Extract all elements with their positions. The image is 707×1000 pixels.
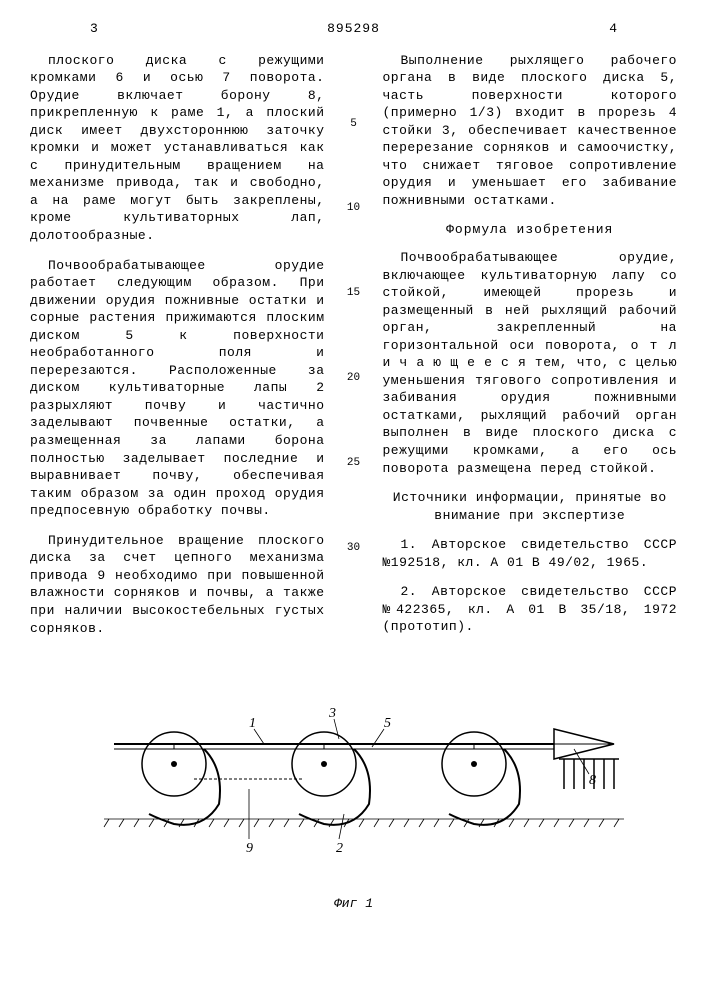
- document-number: 895298: [327, 21, 380, 36]
- reference-2: 2. Авторское свидетельство СССР №422365,…: [383, 583, 678, 636]
- figure-1: 1 3 5 9 2 8 Фиг 1: [30, 689, 677, 913]
- figure-label: Фиг 1: [30, 895, 677, 913]
- right-paragraph-1: Выполнение рыхлящего рабочего органа в в…: [383, 52, 678, 210]
- callout-8: 8: [589, 773, 596, 788]
- callout-5: 5: [384, 716, 391, 731]
- line-mark-20: 20: [347, 371, 360, 386]
- right-paragraph-2: Почвообрабатывающее орудие, включающее к…: [383, 249, 678, 477]
- unit-3: [442, 732, 520, 825]
- formula-title: Формула изобретения: [383, 221, 678, 239]
- page-number-left: 3: [90, 20, 98, 38]
- line-number-gutter: 5 10 15 20 25 30: [347, 52, 361, 650]
- left-paragraph-3: Принудительное вращение плоского диска з…: [30, 532, 325, 637]
- left-column: плоского диска с режущими кромками 6 и о…: [30, 52, 325, 650]
- unit-1: [142, 732, 220, 825]
- callout-3: 3: [328, 706, 336, 721]
- callout-9: 9: [246, 841, 253, 856]
- line-mark-25: 25: [347, 456, 360, 471]
- sources-title: Источники информации, принятые во вниман…: [383, 489, 678, 524]
- callout-2: 2: [336, 841, 343, 856]
- page-header: 3 895298 4: [30, 20, 677, 38]
- line-mark-10: 10: [347, 201, 360, 216]
- right-column: Выполнение рыхлящего рабочего органа в в…: [383, 52, 678, 650]
- page-number-right: 4: [609, 20, 617, 38]
- reference-1: 1. Авторское свидетельство СССР №192518,…: [383, 536, 678, 571]
- line-mark-15: 15: [347, 286, 360, 301]
- figure-svg: 1 3 5 9 2 8: [74, 689, 634, 889]
- text-columns: плоского диска с режущими кромками 6 и о…: [30, 52, 677, 650]
- unit-2: [292, 732, 370, 825]
- line-mark-30: 30: [347, 541, 360, 556]
- line-mark-5: 5: [350, 117, 357, 132]
- left-paragraph-1: плоского диска с режущими кромками 6 и о…: [30, 52, 325, 245]
- callout-1: 1: [249, 716, 256, 731]
- left-paragraph-2: Почвообрабатывающее орудие работает след…: [30, 257, 325, 520]
